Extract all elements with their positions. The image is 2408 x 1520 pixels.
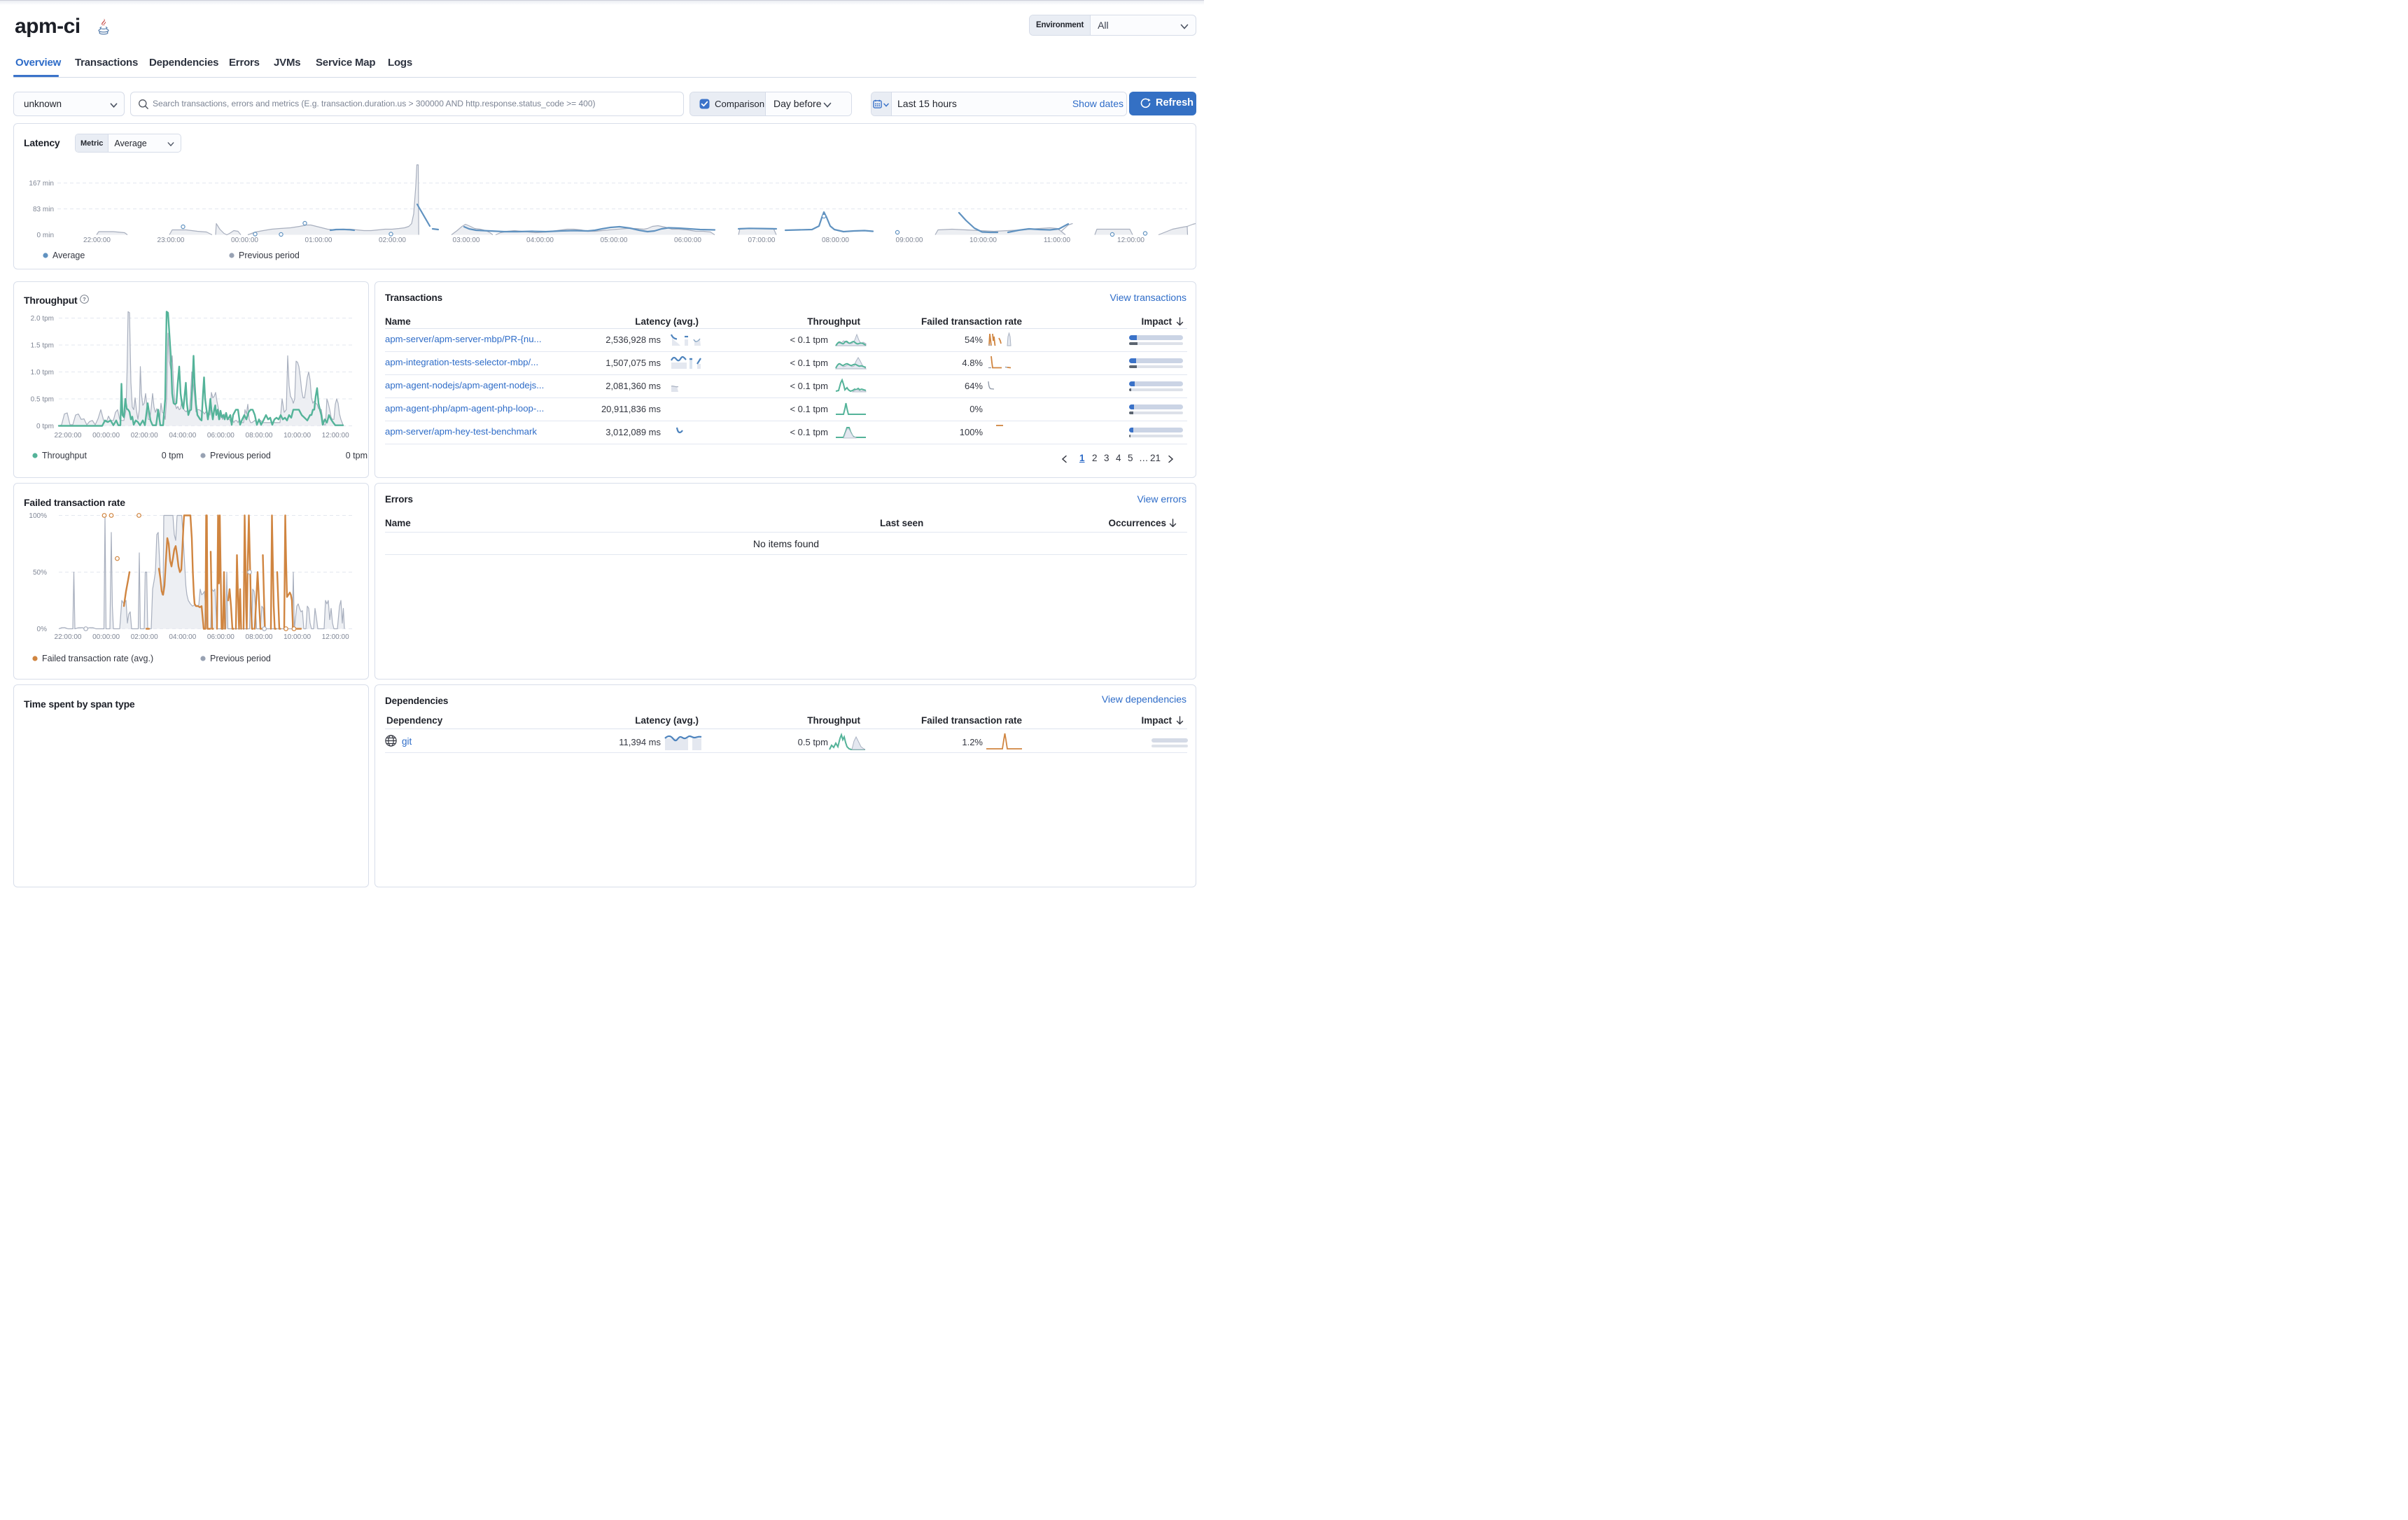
svg-text:09:00:00: 09:00:00 [896,237,923,244]
svg-text:0 tpm: 0 tpm [36,423,54,430]
svg-text:00:00:00: 00:00:00 [231,237,258,244]
svg-text:10:00:00: 10:00:00 [284,633,311,641]
svg-text:04:00:00: 04:00:00 [169,432,196,439]
svg-text:06:00:00: 06:00:00 [674,237,701,244]
svg-text:0.5 tpm: 0.5 tpm [31,396,54,404]
svg-text:08:00:00: 08:00:00 [246,432,273,439]
svg-text:12:00:00: 12:00:00 [322,633,349,641]
svg-text:Previous period: Previous period [210,654,271,663]
svg-text:0 min: 0 min [37,232,54,239]
svg-text:Previous period: Previous period [239,251,300,260]
svg-text:12:00:00: 12:00:00 [1117,237,1144,244]
svg-text:1.5 tpm: 1.5 tpm [31,342,54,350]
svg-text:Previous period: Previous period [210,451,271,460]
svg-text:11:00:00: 11:00:00 [1044,237,1071,244]
svg-text:10:00:00: 10:00:00 [284,432,311,439]
svg-text:01:00:00: 01:00:00 [305,237,332,244]
svg-text:22:00:00: 22:00:00 [55,432,82,439]
svg-text:83 min: 83 min [33,206,54,213]
svg-text:07:00:00: 07:00:00 [748,237,776,244]
svg-text:1.0 tpm: 1.0 tpm [31,369,54,377]
svg-text:02:00:00: 02:00:00 [131,633,158,641]
svg-text:?: ? [83,296,86,302]
svg-text:23:00:00: 23:00:00 [158,237,185,244]
svg-text:22:00:00: 22:00:00 [55,633,82,641]
svg-text:08:00:00: 08:00:00 [246,633,273,641]
svg-text:167 min: 167 min [29,180,54,188]
svg-text:04:00:00: 04:00:00 [169,633,196,641]
svg-text:Failed transaction rate (avg.): Failed transaction rate (avg.) [42,654,153,663]
svg-text:02:00:00: 02:00:00 [131,432,158,439]
svg-text:02:00:00: 02:00:00 [379,237,406,244]
svg-text:08:00:00: 08:00:00 [822,237,849,244]
svg-text:Average: Average [52,251,85,260]
svg-text:Throughput: Throughput [42,451,87,460]
svg-text:04:00:00: 04:00:00 [526,237,554,244]
svg-text:06:00:00: 06:00:00 [207,432,234,439]
svg-text:50%: 50% [33,569,47,577]
svg-text:10:00:00: 10:00:00 [969,237,997,244]
svg-text:22:00:00: 22:00:00 [83,237,111,244]
svg-text:00:00:00: 00:00:00 [92,432,120,439]
svg-text:0 tpm: 0 tpm [162,451,183,460]
svg-text:03:00:00: 03:00:00 [453,237,480,244]
svg-text:100%: 100% [29,512,47,520]
svg-text:06:00:00: 06:00:00 [207,633,234,641]
svg-text:05:00:00: 05:00:00 [601,237,628,244]
svg-text:0 tpm: 0 tpm [346,451,368,460]
svg-text:2.0 tpm: 2.0 tpm [31,315,54,323]
svg-text:00:00:00: 00:00:00 [92,633,120,641]
svg-text:0%: 0% [37,626,48,633]
svg-text:12:00:00: 12:00:00 [322,432,349,439]
